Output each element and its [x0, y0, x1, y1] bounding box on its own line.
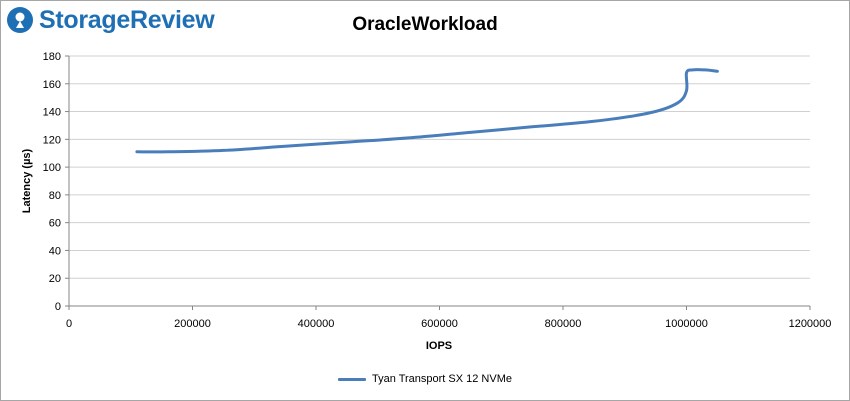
storagereview-logo-icon: [7, 7, 33, 33]
x-axis-label: IOPS: [426, 340, 452, 352]
y-tick-label: 180: [43, 51, 61, 63]
x-tick-label: 400000: [298, 318, 335, 330]
y-tick-label: 40: [49, 245, 61, 257]
brand-name: StorageReview: [39, 5, 215, 34]
brand-logo: StorageReview: [6, 5, 215, 35]
x-tick-label: 800000: [545, 318, 582, 330]
y-tick-label: 160: [43, 79, 61, 91]
x-tick-label: 0: [66, 318, 72, 330]
y-tick-label: 100: [43, 162, 61, 174]
y-tick-label: 80: [49, 190, 61, 202]
x-tick-label: 200000: [174, 318, 211, 330]
y-axis-label: Latency (µs): [21, 148, 33, 213]
legend: Tyan Transport SX 12 NVMe: [0, 373, 850, 385]
y-tick-label: 60: [49, 218, 61, 230]
legend-label: Tyan Transport SX 12 NVMe: [371, 373, 512, 385]
x-tick-label: 600000: [421, 318, 458, 330]
y-tick-label: 20: [49, 273, 61, 285]
legend-swatch: [337, 377, 366, 381]
x-tick-label: 1200000: [789, 318, 832, 330]
series-line-0: [135, 68, 719, 154]
chart-title: OracleWorkload: [352, 14, 498, 35]
y-tick-label: 0: [55, 301, 61, 313]
x-tick-label: 1000000: [665, 318, 708, 330]
y-tick-label: 140: [43, 107, 61, 119]
y-tick-label: 120: [43, 134, 61, 146]
